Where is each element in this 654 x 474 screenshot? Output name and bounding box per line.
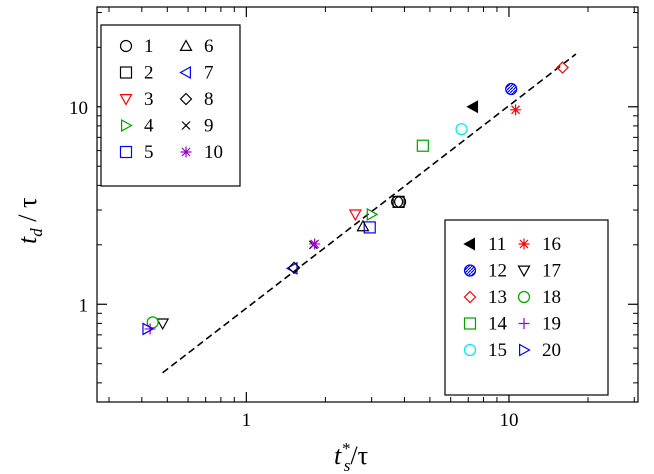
legend-marker-4 xyxy=(120,118,133,133)
data-point-series-4 xyxy=(366,207,379,221)
y-axis-title-main: t xyxy=(13,236,42,244)
data-point-series-12 xyxy=(505,82,518,96)
data-points xyxy=(142,61,569,336)
x-axis-title-sup: * xyxy=(341,439,350,458)
axis-ticks: 1 10 1 10 xyxy=(69,7,638,431)
x-tick-label: 1 xyxy=(242,410,252,431)
legend-marker-2 xyxy=(119,66,133,79)
legend-label-20: 20 xyxy=(542,340,561,361)
legend-marker-19 xyxy=(518,318,530,329)
legend-label-10: 10 xyxy=(204,142,223,163)
legend-label-13: 13 xyxy=(488,287,507,308)
legend-label-12: 12 xyxy=(488,261,507,282)
legend-label-19: 19 xyxy=(542,314,561,335)
legend-box xyxy=(100,24,241,187)
y-axis-title-sub: d xyxy=(27,228,46,237)
legend-marker-3 xyxy=(119,93,133,106)
data-point-series-16 xyxy=(510,104,522,116)
legend-label-5: 5 xyxy=(144,142,154,163)
legend-marker-15 xyxy=(463,343,477,357)
legend-marker-9 xyxy=(181,121,191,130)
legend-marker-7 xyxy=(179,65,191,80)
legend-label-7: 7 xyxy=(204,63,214,84)
x-axis-title-sub: s xyxy=(344,456,351,474)
data-point-series-20 xyxy=(142,322,155,336)
legend-label-3: 3 xyxy=(144,89,154,110)
legend-label-11: 11 xyxy=(488,234,506,255)
legend-marker-13 xyxy=(463,290,477,304)
legend-label-8: 8 xyxy=(204,89,214,110)
legend-bottom-right: 11 12 13 14 15 16 17 18 19 20 xyxy=(444,219,609,396)
fit-line xyxy=(162,53,577,374)
data-point-series-6 xyxy=(356,219,370,232)
data-point-series-15 xyxy=(455,123,468,136)
legend-label-16: 16 xyxy=(542,234,561,255)
y-axis-title-tail: / τ xyxy=(13,198,42,229)
legend-marker-1 xyxy=(119,39,133,53)
y-tick-label: 10 xyxy=(69,98,88,119)
legend-marker-12 xyxy=(463,264,477,277)
data-point-series-2 xyxy=(392,195,405,208)
x-tick-label: 10 xyxy=(499,410,518,431)
legend-label-14: 14 xyxy=(488,314,508,335)
legend-label-1: 1 xyxy=(144,36,154,57)
legend-label-15: 15 xyxy=(488,340,507,361)
plot-frame xyxy=(96,6,639,403)
legend-marker-17 xyxy=(517,265,531,278)
x-axis-title-main: t xyxy=(334,441,342,470)
data-point-series-13 xyxy=(556,61,569,74)
legend-marker-6 xyxy=(179,39,193,52)
legend-label-6: 6 xyxy=(204,36,214,57)
data-point-series-5 xyxy=(363,221,376,234)
data-point-series-17 xyxy=(156,318,170,331)
legend-marker-5 xyxy=(119,145,133,159)
y-axis-title: td / τ xyxy=(13,198,46,244)
legend-label-18: 18 xyxy=(542,287,561,308)
legend-label-17: 17 xyxy=(542,261,561,282)
data-point-series-11 xyxy=(466,100,479,114)
legend-top-left: 1 2 3 4 5 6 7 8 9 10 xyxy=(100,24,241,187)
legend-marker-10 xyxy=(180,146,192,158)
legend-marker-16 xyxy=(518,238,530,250)
legend-label-9: 9 xyxy=(204,116,214,137)
legend-label-2: 2 xyxy=(144,63,154,84)
data-point-series-14 xyxy=(416,139,429,152)
data-point-series-10 xyxy=(309,238,321,250)
data-point-series-3 xyxy=(348,209,362,222)
data-point-series-8 xyxy=(287,261,301,275)
legend-label-4: 4 xyxy=(144,116,154,137)
x-axis-title-tail: /τ xyxy=(350,441,368,470)
legend-box xyxy=(444,219,609,396)
legend-marker-11 xyxy=(463,237,475,251)
data-point-series-18 xyxy=(146,316,159,329)
legend-marker-8 xyxy=(179,92,193,106)
legend-marker-20 xyxy=(518,343,531,357)
fit-line-group xyxy=(162,53,577,374)
legend-marker-18 xyxy=(517,290,531,304)
x-axis-title: t* s/τ xyxy=(334,439,368,474)
y-tick-label: 1 xyxy=(79,295,89,316)
legend-marker-14 xyxy=(463,317,477,330)
